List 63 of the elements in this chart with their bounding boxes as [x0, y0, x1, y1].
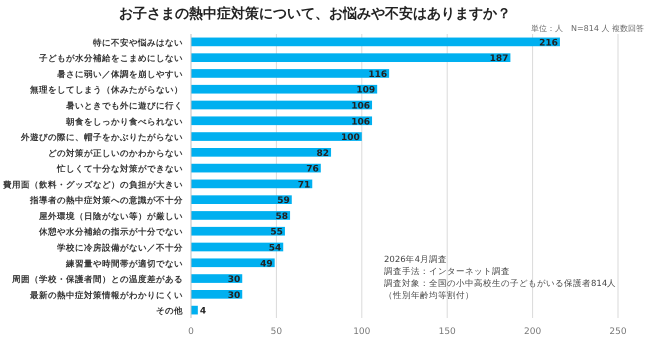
y-tick-label: 学校に冷房設備がない／不十分: [57, 242, 184, 254]
data-label: 59: [277, 196, 290, 206]
x-tick-label: 250: [609, 327, 627, 337]
data-label: 187: [490, 54, 508, 64]
data-label: 76: [306, 164, 319, 175]
annotation: （性別年齢均等割付）: [384, 290, 474, 301]
bar: [191, 100, 372, 110]
x-tick-label: 50: [270, 327, 282, 337]
y-tick-label: 忙しくて十分な対策ができない: [56, 164, 183, 175]
bar: [191, 53, 510, 62]
data-label: 54: [268, 244, 282, 254]
bar: [191, 211, 290, 220]
y-tick-label: 無理をしてしまう（休みたがらない）: [29, 84, 183, 96]
y-tick-label: 暑いときでも外に遊びに行く: [65, 100, 183, 112]
data-label: 106: [351, 117, 370, 128]
bar: [191, 116, 372, 126]
bar: [191, 164, 321, 172]
data-label: 55: [270, 228, 283, 238]
x-tick-label: 150: [438, 327, 456, 337]
x-tick-label: 100: [353, 327, 371, 337]
data-label: 109: [356, 86, 376, 96]
bar: [191, 84, 378, 94]
data-label: 58: [276, 212, 288, 222]
bar: [191, 38, 560, 46]
annotation: 調査対象：全国の小中高校生の子どもがいる保護者814人: [384, 278, 616, 289]
annotation: 調査手法：インターネット調査: [384, 266, 510, 277]
y-tick-label: 指導者の熱中症対策への意識が不十分: [29, 195, 184, 206]
y-tick-label: 外遊びの際に、帽子をかぶりたがらない: [20, 132, 183, 144]
bar: [191, 132, 362, 141]
y-tick-label: 特に不安や悩みはない: [92, 37, 183, 48]
y-tick-label: 暑さに弱い／体調を崩しやすい: [56, 68, 183, 80]
y-tick-label: 周囲（学校・保護者間）との温度差がある: [11, 274, 183, 286]
data-label: 116: [368, 70, 388, 80]
chart-subtitle: 単位：人 N=814 人 複数回答: [530, 24, 644, 33]
bar: [191, 195, 292, 204]
y-tick-label: 休憩や水分補給の指示が十分でない: [38, 226, 183, 238]
chart-title: お子さまの熱中症対策について、お悩みや不安はありますか？: [119, 5, 511, 22]
data-label: 100: [341, 133, 360, 144]
data-label: 49: [260, 259, 273, 270]
y-tick-label: 朝食をしっかり食べられない: [65, 116, 183, 128]
data-label: 71: [298, 180, 310, 190]
bar: [191, 242, 284, 252]
y-tick-label: 最新の熱中症対策情報がわかりにくい: [29, 290, 183, 301]
data-label: 30: [228, 275, 240, 286]
y-tick-label: 子どもが水分補給をこまめにしない: [38, 53, 183, 64]
x-tick-label: 0: [188, 327, 194, 337]
data-label: 4: [200, 306, 206, 317]
bar: [191, 226, 285, 236]
y-tick-label: どの対策が正しいのかわからない: [48, 148, 183, 159]
bar: [191, 148, 332, 157]
data-label: 30: [228, 290, 240, 301]
bar: [191, 180, 312, 188]
y-tick-label: 費用面（飲料・グッズなど）の負担が大きい: [2, 179, 183, 190]
bar: [191, 69, 390, 78]
y-tick-label: 練習量や時間帯が適切でない: [65, 258, 183, 270]
x-tick-label: 200: [524, 327, 542, 337]
data-label: 82: [316, 148, 330, 159]
y-tick-label: 屋外環境（日陰がない等）が厳しい: [38, 210, 183, 222]
data-label: 216: [539, 38, 558, 48]
bar: [191, 306, 198, 314]
annotation: 2026年4月調査: [384, 254, 448, 265]
y-tick-label: その他: [156, 306, 184, 317]
data-label: 106: [351, 102, 370, 112]
